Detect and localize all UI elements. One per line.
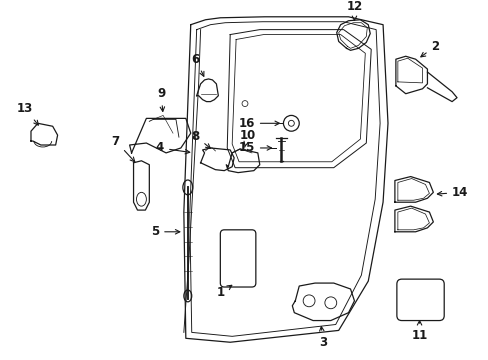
Text: 3: 3 xyxy=(318,327,326,349)
Text: 6: 6 xyxy=(191,53,203,76)
Text: 16: 16 xyxy=(238,117,279,130)
Text: 14: 14 xyxy=(436,186,468,199)
Text: 8: 8 xyxy=(191,130,210,148)
Text: 2: 2 xyxy=(420,40,439,57)
Text: 11: 11 xyxy=(410,321,427,342)
Text: 10: 10 xyxy=(239,129,256,147)
Text: 15: 15 xyxy=(238,141,271,154)
Text: 1: 1 xyxy=(216,285,231,300)
Text: 9: 9 xyxy=(157,87,165,111)
Text: 13: 13 xyxy=(17,102,38,125)
Text: 5: 5 xyxy=(151,225,180,238)
Text: 12: 12 xyxy=(346,0,362,21)
Text: 7: 7 xyxy=(111,135,135,162)
Text: 4: 4 xyxy=(156,141,189,154)
